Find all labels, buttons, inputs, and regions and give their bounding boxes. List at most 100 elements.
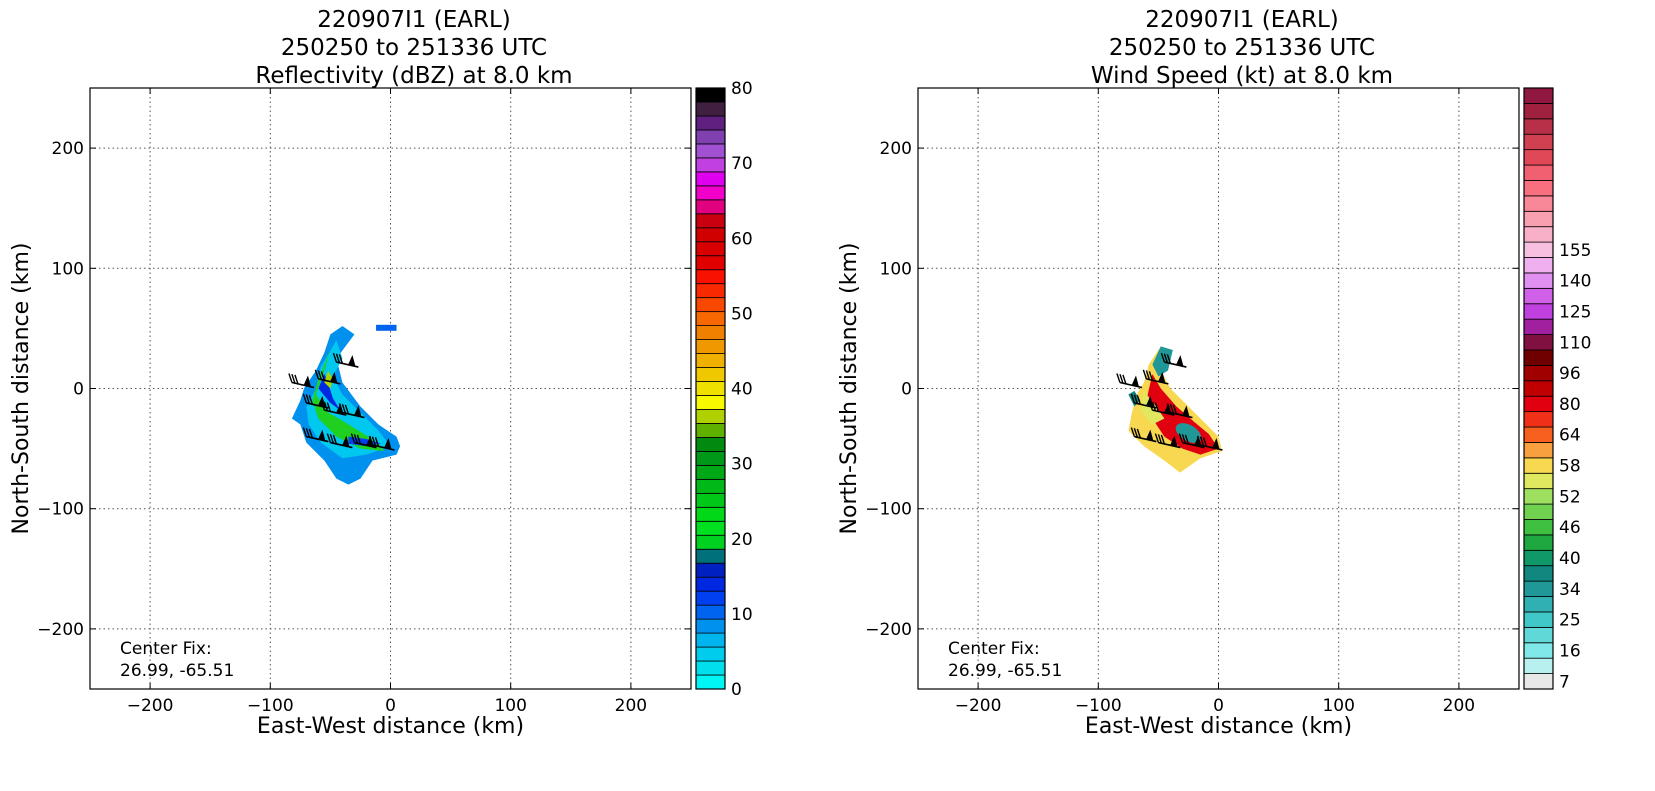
- title-line-storm: 220907I1 (EARL): [1145, 7, 1339, 33]
- chart-title: 220907I1 (EARL) 250250 to 251336 UTC Ref…: [0, 6, 828, 90]
- colorbar-segment: [1523, 334, 1554, 351]
- colorbar-segment: [695, 492, 726, 508]
- colorbar-segment: [1523, 210, 1554, 228]
- wind-barb: [1130, 393, 1157, 409]
- colorbar-tick-label: 80: [1559, 395, 1581, 415]
- colorbar-segment: [695, 129, 726, 145]
- colorbar-tick-label: 125: [1559, 302, 1591, 322]
- colorbar-segment: [695, 87, 726, 103]
- wind-barb: [1178, 433, 1205, 449]
- wind-barb: [288, 373, 315, 389]
- y-tick-label: 200: [52, 139, 84, 159]
- colorbar-segment: [1523, 241, 1554, 258]
- title-line-storm: 220907I1 (EARL): [317, 7, 511, 33]
- colorbar-segment: [1523, 549, 1554, 567]
- colorbar-tick-label: 40: [731, 380, 753, 400]
- reflectivity-chart: −200 −100 0 100 200−200−1000100200East-West …: [9, 79, 753, 739]
- colorbar-segment: [1523, 133, 1554, 151]
- colorbar-segment: [1523, 257, 1554, 274]
- colorbar-segment: [695, 367, 726, 382]
- wind-barb: [1196, 435, 1223, 451]
- colorbar-segment: [695, 464, 726, 480]
- x-tick-label: −200: [127, 696, 174, 716]
- colorbar-segment: [695, 241, 726, 257]
- colorbar-segment: [1523, 87, 1554, 104]
- reflectivity-small-cell: [376, 324, 397, 331]
- colorbar-segment: [695, 646, 726, 662]
- colorbar-tick-label: 46: [1559, 518, 1581, 538]
- reflectivity-green-core: [312, 350, 385, 452]
- wind-barb: [1130, 427, 1157, 443]
- colorbar-segment: [695, 339, 726, 354]
- colorbar-segment: [1523, 349, 1554, 366]
- colorbar-segment: [1523, 472, 1554, 490]
- colorbar-segment: [1523, 195, 1554, 212]
- colorbar-segment: [1523, 395, 1554, 413]
- colorbar-segment: [695, 325, 726, 340]
- colorbar-segment: [1523, 565, 1554, 582]
- colorbar-segment: [695, 590, 726, 606]
- colorbar-tick-label: 30: [731, 455, 753, 475]
- x-tick-label: −200: [955, 696, 1002, 716]
- colorbar-tick-label: 34: [1559, 580, 1581, 600]
- title-line-time: 250250 to 251336 UTC: [280, 35, 548, 61]
- colorbar-segment: [1523, 503, 1554, 520]
- wind-barb: [368, 435, 395, 451]
- reflectivity-panel: 220907I1 (EARL) 250250 to 251336 UTC Ref…: [0, 0, 828, 787]
- colorbar-segment: [1523, 457, 1554, 474]
- reflectivity-mid-region: [306, 340, 391, 459]
- y-tick-label: −200: [37, 620, 84, 640]
- colorbar-segment: [695, 381, 726, 396]
- colorbar-segment: [1523, 673, 1554, 690]
- wind-barb: [1160, 352, 1187, 368]
- colorbar-segment: [1523, 580, 1554, 597]
- colorbar-segment: [695, 157, 726, 173]
- x-tick-label: 200: [615, 696, 647, 716]
- colorbar-tick-label: 40: [1559, 549, 1581, 569]
- y-tick-label: 100: [52, 259, 84, 279]
- colorbar-tick-label: 58: [1559, 457, 1581, 477]
- y-tick-label: 200: [880, 139, 912, 159]
- colorbar-tick-label: 20: [731, 530, 753, 550]
- colorbar-segment: [695, 395, 726, 410]
- title-line-field: Wind Speed (kt) at 8.0 km: [1090, 63, 1394, 89]
- y-axis-label: North-South distance (km): [9, 243, 34, 535]
- colorbar-segment: [1523, 287, 1554, 305]
- colorbar-segment: [695, 255, 726, 271]
- colorbar-segment: [1523, 411, 1554, 428]
- x-tick-label: 100: [494, 696, 526, 716]
- colorbar-segment: [695, 269, 726, 285]
- colorbar-segment: [1523, 657, 1554, 674]
- x-axis-label: East-West distance (km): [1085, 714, 1352, 739]
- colorbar-segment: [695, 213, 726, 229]
- colorbar-segment: [1523, 534, 1554, 551]
- colorbar-segment: [1523, 226, 1554, 243]
- windspeed-teal-arm: [1152, 346, 1173, 377]
- colorbar-segment: [695, 199, 726, 215]
- colorbar-tick-label: 96: [1559, 364, 1581, 384]
- y-tick-label: 0: [73, 380, 84, 400]
- colorbar-segment: [695, 101, 726, 117]
- wind-barb: [302, 427, 329, 443]
- colorbar-segment: [695, 660, 726, 676]
- x-tick-label: 0: [385, 696, 396, 716]
- center-fix-annotation: Center Fix:: [120, 639, 212, 659]
- colorbar-tick-label: 70: [731, 154, 753, 174]
- colorbar-segment: [695, 227, 726, 243]
- colorbar: 0 10 20 30 40 50 60 70 80: [695, 79, 753, 700]
- colorbar-tick-label: 52: [1559, 487, 1581, 507]
- colorbar-segment: [695, 143, 726, 159]
- colorbar-segment: [695, 604, 726, 620]
- colorbar-segment: [1523, 642, 1554, 659]
- colorbar-segment: [695, 185, 726, 201]
- colorbar-segment: [695, 283, 726, 299]
- colorbar-segment: [1523, 626, 1554, 644]
- y-tick-label: 100: [880, 259, 912, 279]
- colorbar-tick-label: 155: [1559, 241, 1591, 261]
- colorbar-segment: [695, 450, 726, 466]
- chart-title: 220907I1 (EARL) 250250 to 251336 UTC Win…: [828, 6, 1655, 90]
- colorbar-segment: [695, 534, 726, 550]
- colorbar: 7 16 25 34 40 46 52 58 64 80 96 110 125 140 155: [1523, 87, 1591, 692]
- colorbar-segment: [695, 171, 726, 187]
- colorbar-tick-label: 10: [731, 605, 753, 625]
